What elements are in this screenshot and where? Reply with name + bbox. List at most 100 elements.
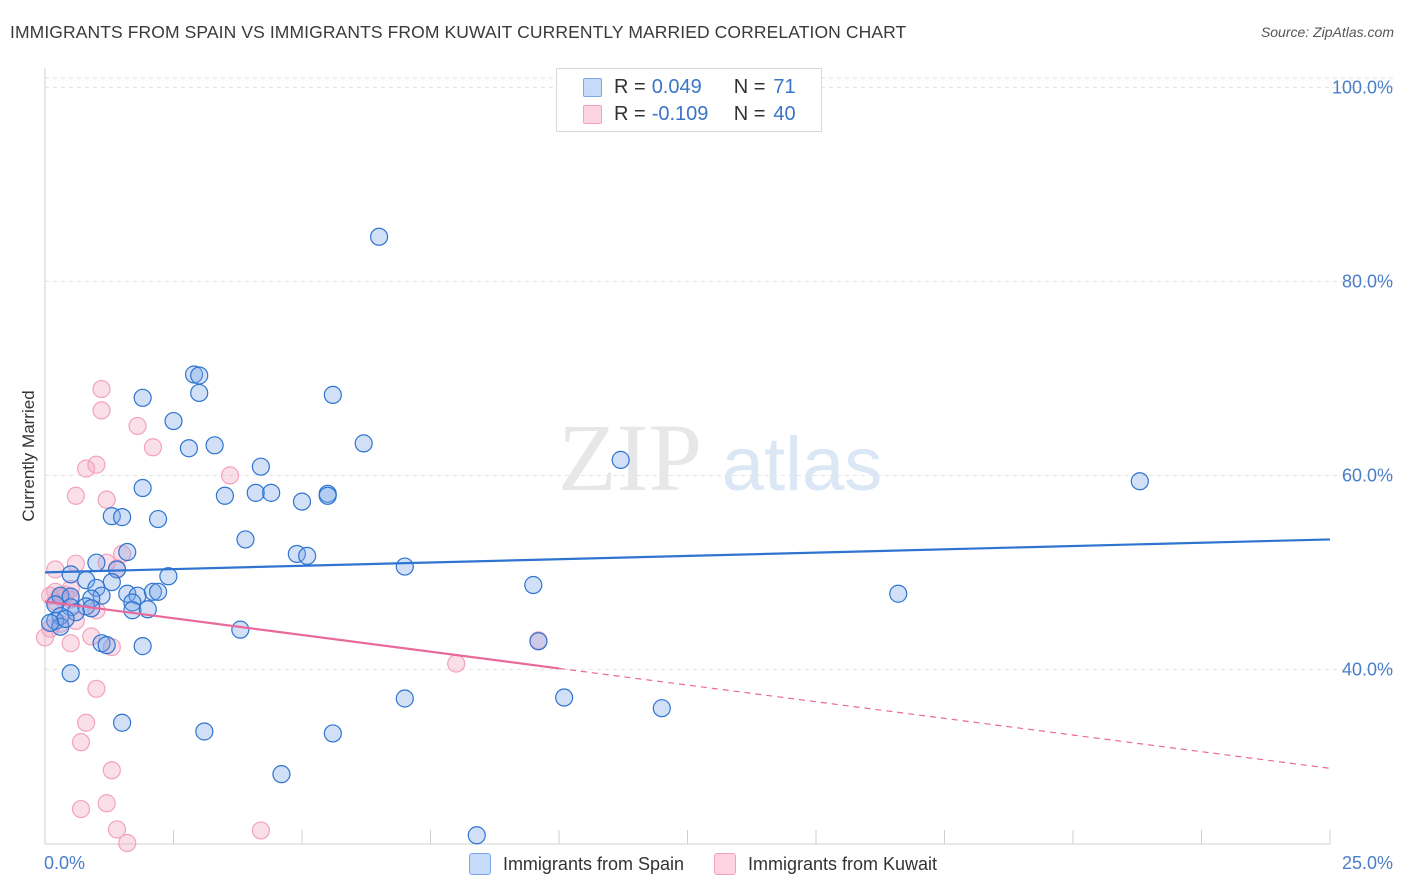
y-tick-label: 80.0% xyxy=(1342,271,1393,291)
kuwait-point xyxy=(77,459,96,478)
spain-point xyxy=(190,366,209,385)
trend-lines xyxy=(44,538,1331,769)
trend-line-spain xyxy=(44,538,1331,574)
legend-row-kuwait: R = -0.109 N = 40 xyxy=(583,102,796,126)
kuwait-point xyxy=(447,654,466,673)
y-tick-labels: 40.0% 60.0% 80.0% 100.0% xyxy=(1332,77,1393,679)
y-tick-label: 100.0% xyxy=(1332,77,1393,97)
kuwait-point xyxy=(92,401,111,420)
spain-point xyxy=(354,434,373,453)
x-tick-labels: 0.0% 25.0% xyxy=(44,853,1393,873)
trend-line-kuwait xyxy=(44,600,560,670)
watermark: ZIP atlas xyxy=(558,404,882,511)
legend-swatch-kuwait xyxy=(714,853,736,875)
legend-swatch-kuwait xyxy=(583,104,602,124)
legend-r-label: R = xyxy=(614,102,646,125)
kuwait-point xyxy=(97,794,116,813)
legend-item-spain[interactable]: Immigrants from Spain xyxy=(468,853,684,875)
spain-point xyxy=(395,689,414,708)
kuwait-point xyxy=(92,379,111,399)
series-spain-points xyxy=(41,227,1149,845)
spain-point xyxy=(148,509,168,529)
spain-point xyxy=(159,567,178,586)
spain-point xyxy=(1130,472,1149,491)
legend-r-value-kuwait: -0.109 xyxy=(651,102,709,125)
spain-point xyxy=(164,411,183,431)
spain-point xyxy=(148,582,168,601)
spain-point xyxy=(190,383,209,403)
spain-point xyxy=(92,586,111,605)
y-axis-label: Currently Married xyxy=(19,390,38,521)
spain-point xyxy=(112,713,132,732)
spain-point xyxy=(529,632,548,651)
spain-point xyxy=(524,575,543,595)
kuwait-point xyxy=(61,634,80,653)
spain-point xyxy=(133,637,152,656)
kuwait-point xyxy=(251,821,270,840)
axes xyxy=(44,68,1331,845)
spain-point xyxy=(61,664,80,683)
spain-point xyxy=(195,722,214,741)
kuwait-point xyxy=(143,438,163,457)
spain-point xyxy=(318,486,337,505)
spain-point xyxy=(112,508,132,527)
spain-point xyxy=(292,492,312,511)
kuwait-point xyxy=(102,761,121,780)
spain-point xyxy=(231,620,250,639)
kuwait-point xyxy=(82,627,101,646)
stats-legend: R = 0.049 N = 71 R = -0.109 N = 40 xyxy=(556,68,822,132)
spain-point xyxy=(133,388,152,407)
kuwait-point xyxy=(71,799,91,819)
spain-point xyxy=(251,457,270,476)
spain-point xyxy=(56,609,75,629)
spain-point xyxy=(41,613,60,632)
legend-n-label: N = xyxy=(733,75,766,98)
spain-point xyxy=(262,483,281,502)
spain-point xyxy=(97,636,116,655)
spain-point xyxy=(123,593,142,612)
legend-label-spain: Immigrants from Spain xyxy=(502,853,684,874)
kuwait-point xyxy=(77,713,96,732)
spain-point xyxy=(87,553,106,572)
series-kuwait-points xyxy=(35,379,548,853)
legend-row-spain: R = 0.049 N = 71 xyxy=(583,75,796,99)
spain-point xyxy=(179,439,199,458)
legend-n-label: N = xyxy=(733,102,766,125)
spain-point xyxy=(215,486,234,505)
spain-point xyxy=(184,365,204,384)
spain-point xyxy=(246,483,265,502)
series-legend: Immigrants from Spain Immigrants from Ku… xyxy=(0,852,1406,876)
spain-point xyxy=(133,478,152,498)
spain-point xyxy=(205,436,224,455)
spain-point xyxy=(652,699,671,718)
y-tick-label: 60.0% xyxy=(1342,465,1393,485)
kuwait-point xyxy=(97,490,116,509)
x-tick-label-max: 25.0% xyxy=(1342,853,1393,873)
kuwait-point xyxy=(87,455,106,474)
chart-source: Source: ZipAtlas.com xyxy=(1260,24,1394,40)
x-tick-label-min: 0.0% xyxy=(44,853,85,873)
legend-n-value-kuwait: 40 xyxy=(773,102,796,125)
y-tick-label: 40.0% xyxy=(1342,659,1393,679)
watermark-atlas: atlas xyxy=(722,422,883,507)
legend-item-kuwait[interactable]: Immigrants from Kuwait xyxy=(714,853,937,875)
kuwait-point xyxy=(107,820,127,839)
legend-swatch-spain xyxy=(468,853,491,875)
spain-point xyxy=(236,530,255,549)
spain-point xyxy=(395,557,414,576)
watermark-zip: ZIP xyxy=(558,404,702,511)
legend-swatch-spain xyxy=(583,77,602,97)
legend-r-label: R = xyxy=(614,75,646,98)
spain-point xyxy=(323,385,342,404)
trend-line-kuwait-extension xyxy=(558,667,1331,769)
spain-point xyxy=(61,565,80,584)
spain-point xyxy=(323,724,342,743)
spain-point xyxy=(889,584,908,603)
kuwait-point xyxy=(87,679,106,698)
grid-lines xyxy=(45,77,1395,670)
kuwait-point xyxy=(128,416,147,436)
legend-r-value-spain: 0.049 xyxy=(651,75,702,98)
legend-n-value-spain: 71 xyxy=(773,75,796,98)
spain-point xyxy=(272,765,291,784)
